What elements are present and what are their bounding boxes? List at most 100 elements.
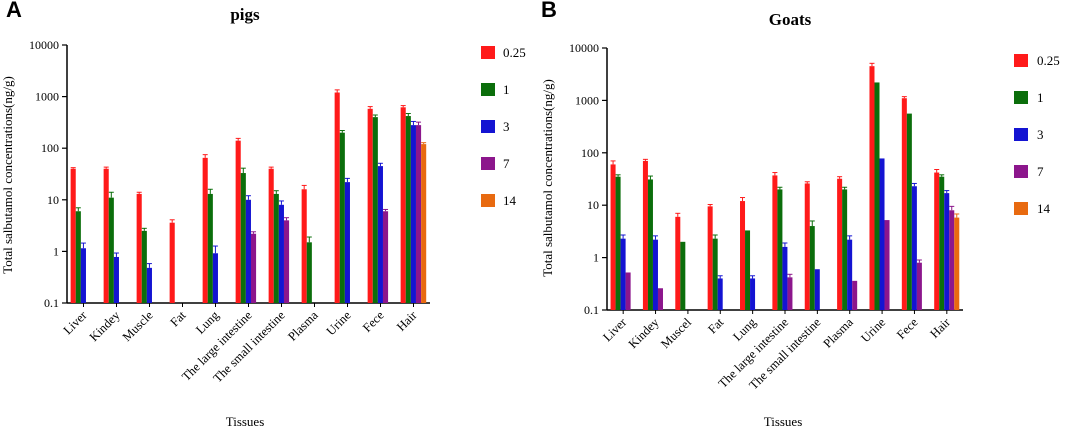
- bar: [306, 242, 312, 303]
- x-tick-label: Urine: [858, 315, 888, 345]
- chart-title: pigs: [230, 5, 260, 24]
- x-tick-label: Muscle: [120, 308, 156, 344]
- x-tick-label: Hair: [394, 308, 420, 334]
- y-axis-label: Total salbutamol concentrations(ng/g): [0, 76, 15, 274]
- bar: [207, 193, 213, 303]
- x-tick-label: Fece: [894, 315, 921, 342]
- x-tick-label: Plasma: [285, 308, 321, 344]
- bar: [944, 193, 950, 310]
- bar: [108, 197, 114, 303]
- legend-label: 7: [1037, 164, 1044, 179]
- bar: [372, 117, 378, 304]
- y-tick-label: 1000: [575, 93, 599, 107]
- bar: [146, 267, 152, 303]
- bar: [916, 262, 922, 310]
- legend-swatch: [1014, 165, 1028, 178]
- bar: [141, 230, 147, 303]
- legend-swatch: [1014, 54, 1028, 67]
- legend-label: 7: [503, 156, 510, 171]
- legend-swatch: [481, 120, 495, 133]
- bar: [400, 107, 406, 303]
- legend-label: 14: [1037, 201, 1051, 216]
- panel-letter-a: A: [6, 0, 22, 22]
- x-tick-label: Plasma: [820, 315, 856, 351]
- bar: [750, 278, 756, 310]
- y-tick-label: 10: [47, 193, 59, 207]
- bar: [377, 166, 383, 303]
- bar: [954, 217, 960, 310]
- x-tick-label: Fat: [705, 315, 727, 337]
- legend-swatch: [481, 46, 495, 59]
- x-tick-label: Urine: [324, 308, 354, 338]
- legend-label: 14: [503, 193, 517, 208]
- bar: [250, 233, 257, 303]
- bar: [240, 173, 246, 303]
- x-tick-label: Lung: [193, 308, 222, 337]
- bar: [410, 125, 416, 303]
- bar: [934, 172, 940, 310]
- bar: [847, 239, 853, 310]
- bar: [615, 176, 621, 310]
- bar: [301, 189, 307, 303]
- bar: [212, 253, 218, 303]
- y-tick-label: 0.1: [584, 303, 599, 317]
- bar: [625, 272, 631, 310]
- bar: [334, 92, 340, 303]
- bar: [415, 125, 422, 303]
- bar: [842, 189, 848, 310]
- x-tick-label: Hair: [927, 315, 953, 341]
- bar: [283, 220, 290, 303]
- bar: [901, 98, 907, 311]
- x-tick-label: Lung: [730, 315, 759, 344]
- bar: [717, 278, 723, 310]
- bar: [273, 193, 279, 303]
- bar: [268, 168, 274, 303]
- bar: [852, 280, 858, 310]
- bar: [712, 238, 718, 310]
- bar: [745, 230, 751, 310]
- bar: [772, 175, 778, 310]
- legend-swatch: [481, 157, 495, 170]
- chart-title: Goats: [769, 10, 812, 29]
- bar: [675, 216, 681, 310]
- bar: [421, 144, 427, 303]
- bar: [869, 66, 875, 310]
- bar: [814, 269, 820, 310]
- bar: [113, 256, 119, 303]
- bar: [874, 82, 880, 310]
- bar: [804, 183, 810, 310]
- y-tick-label: 10: [587, 198, 599, 212]
- bar: [657, 288, 663, 310]
- bar: [782, 246, 788, 310]
- legend-swatch: [1014, 91, 1028, 104]
- bar: [367, 108, 373, 303]
- bar: [879, 158, 885, 310]
- legend-label: 3: [1037, 127, 1044, 142]
- legend-swatch: [481, 194, 495, 207]
- legend-label: 3: [503, 119, 510, 134]
- y-tick-label: 10000: [569, 41, 599, 55]
- y-tick-label: 1000: [35, 90, 59, 104]
- bar: [911, 186, 917, 310]
- bar: [906, 113, 912, 311]
- bar: [809, 226, 815, 310]
- bar: [939, 176, 945, 310]
- y-tick-label: 1: [593, 251, 599, 265]
- bar: [405, 116, 411, 303]
- x-axis-label: Tissues: [764, 414, 803, 429]
- y-tick-label: 0.1: [44, 296, 59, 310]
- bar: [169, 222, 175, 303]
- bar: [70, 168, 76, 303]
- bar: [642, 160, 648, 310]
- bar: [136, 193, 142, 303]
- panel-pigs: A pigs Total salbutamol concentrations(n…: [0, 0, 526, 429]
- x-tick-label: Kindey: [626, 315, 662, 351]
- legend-swatch: [1014, 128, 1028, 141]
- legend-label: 1: [503, 82, 510, 97]
- bar: [235, 140, 241, 303]
- y-tick-label: 10000: [29, 38, 59, 52]
- panel-letter-b: B: [541, 0, 557, 22]
- x-tick-label: Fece: [360, 308, 387, 335]
- bar: [344, 182, 350, 303]
